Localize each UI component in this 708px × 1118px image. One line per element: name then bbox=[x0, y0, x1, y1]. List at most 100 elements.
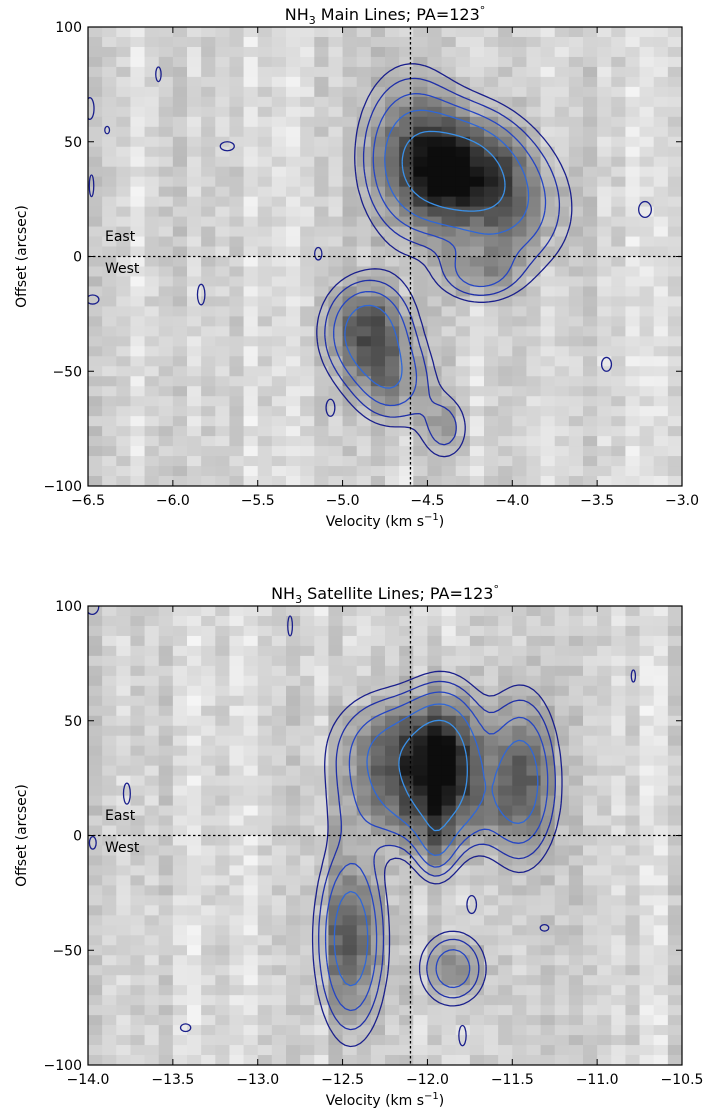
heatmap-cell bbox=[512, 765, 528, 777]
heatmap-cell bbox=[667, 1055, 682, 1065]
heatmap-cell bbox=[540, 655, 556, 667]
heatmap-cell bbox=[201, 875, 216, 886]
heatmap-cell bbox=[540, 56, 556, 68]
heatmap-cell bbox=[653, 306, 669, 317]
heatmap-cell bbox=[540, 875, 556, 886]
heatmap-cell bbox=[583, 775, 598, 787]
heatmap-cell bbox=[540, 476, 556, 486]
heatmap-cell bbox=[370, 106, 386, 118]
heatmap-cell bbox=[597, 695, 612, 707]
heatmap-cell bbox=[540, 206, 556, 218]
heatmap-cell bbox=[611, 1055, 627, 1065]
heatmap-cell bbox=[158, 406, 174, 417]
heatmap-cell bbox=[187, 925, 202, 936]
heatmap-cell bbox=[385, 336, 400, 347]
heatmap-cell bbox=[484, 615, 499, 627]
heatmap-cell bbox=[512, 715, 528, 727]
heatmap-cell bbox=[328, 236, 344, 248]
heatmap-cell bbox=[370, 815, 386, 827]
heatmap-cell bbox=[116, 935, 132, 946]
heatmap-cell bbox=[144, 815, 160, 827]
heatmap-cell bbox=[469, 116, 485, 128]
heatmap-cell bbox=[554, 935, 570, 946]
heatmap-cell bbox=[597, 1015, 612, 1026]
heatmap-cell bbox=[88, 1045, 103, 1056]
heatmap-cell bbox=[498, 146, 513, 158]
heatmap-cell bbox=[229, 615, 245, 627]
heatmap-cell bbox=[215, 446, 231, 457]
heatmap-cell bbox=[257, 825, 273, 837]
heatmap-cell bbox=[526, 625, 542, 637]
heatmap-cell bbox=[356, 296, 372, 307]
heatmap-cell bbox=[484, 396, 499, 407]
heatmap-cell bbox=[526, 815, 542, 827]
heatmap-cell bbox=[583, 326, 598, 337]
heatmap-cell bbox=[356, 785, 372, 797]
heatmap-cell bbox=[667, 935, 682, 946]
heatmap-cell bbox=[399, 925, 414, 936]
heatmap-cell bbox=[568, 316, 584, 327]
heatmap-cell bbox=[116, 985, 132, 996]
heatmap-cell bbox=[201, 456, 216, 467]
heatmap-cell bbox=[583, 196, 598, 208]
heatmap-cell bbox=[342, 1015, 358, 1026]
heatmap-cell bbox=[201, 825, 216, 837]
heatmap-cell bbox=[653, 176, 669, 188]
heatmap-cell bbox=[116, 296, 132, 307]
heatmap-cell bbox=[215, 695, 231, 707]
noise-contour bbox=[104, 125, 111, 135]
heatmap-cell bbox=[215, 785, 231, 797]
heatmap-cell bbox=[158, 655, 174, 667]
heatmap-cell bbox=[158, 675, 174, 687]
heatmap-cell bbox=[187, 695, 202, 707]
heatmap-cell bbox=[172, 36, 188, 48]
heatmap-cell bbox=[116, 825, 132, 837]
heatmap-cell bbox=[229, 396, 245, 407]
heatmap-cell bbox=[597, 426, 612, 437]
heatmap-cell bbox=[469, 416, 485, 427]
heatmap-cell bbox=[300, 985, 315, 996]
heatmap-cell bbox=[300, 236, 315, 248]
heatmap-cell bbox=[201, 705, 216, 717]
heatmap-cell bbox=[187, 216, 202, 228]
heatmap-cell bbox=[271, 755, 287, 767]
heatmap-cell bbox=[653, 735, 669, 747]
heatmap-cell bbox=[455, 256, 471, 268]
heatmap-cell bbox=[271, 845, 287, 857]
heatmap-cell bbox=[342, 96, 358, 108]
heatmap-cell bbox=[498, 456, 513, 467]
heatmap-cell bbox=[413, 166, 429, 178]
heatmap-cell bbox=[271, 745, 287, 757]
heatmap-cell bbox=[130, 665, 146, 677]
heatmap-cell bbox=[243, 356, 259, 367]
heatmap-cell bbox=[116, 965, 132, 976]
heatmap-cell bbox=[187, 416, 202, 427]
heatmap-cell bbox=[158, 765, 174, 777]
heatmap-cell bbox=[484, 685, 499, 697]
heatmap-cell bbox=[568, 226, 584, 238]
heatmap-cell bbox=[427, 725, 443, 737]
heatmap-cell bbox=[583, 216, 598, 228]
heatmap-cell bbox=[597, 785, 612, 797]
heatmap-cell bbox=[625, 795, 641, 807]
heatmap-cell bbox=[554, 386, 570, 397]
heatmap-cell bbox=[172, 935, 188, 946]
heatmap-cell bbox=[625, 176, 641, 188]
heatmap-cell bbox=[215, 895, 231, 906]
heatmap-cell bbox=[512, 376, 528, 387]
heatmap-cell bbox=[144, 446, 160, 457]
heatmap-cell bbox=[88, 1005, 103, 1016]
heatmap-cell bbox=[130, 356, 146, 367]
heatmap-cell bbox=[625, 476, 641, 486]
heatmap-cell bbox=[413, 735, 429, 747]
heatmap-cell bbox=[639, 965, 655, 976]
heatmap-cell bbox=[130, 1035, 146, 1046]
heatmap-cell bbox=[385, 835, 400, 847]
heatmap-cell bbox=[484, 246, 499, 258]
heatmap-cell bbox=[201, 985, 216, 996]
x-tick-label: −4.0 bbox=[495, 493, 529, 509]
heatmap-cell bbox=[271, 376, 287, 387]
heatmap-cell bbox=[158, 456, 174, 467]
heatmap-cell bbox=[370, 665, 386, 677]
heatmap-cell bbox=[667, 276, 682, 288]
